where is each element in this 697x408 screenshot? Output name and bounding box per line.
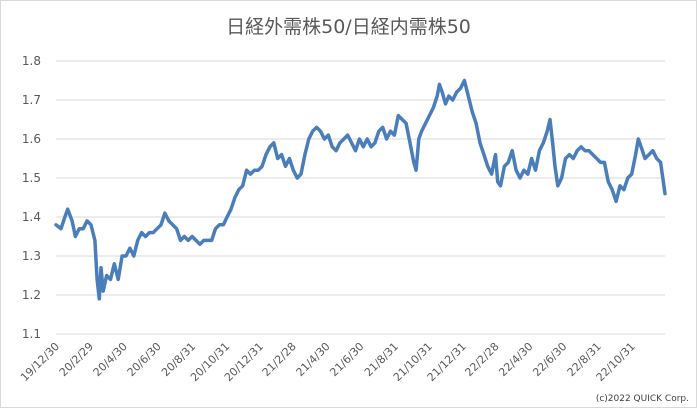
series-line	[54, 78, 667, 301]
y-tick-label: 1.6	[22, 132, 41, 146]
gridlines	[56, 60, 665, 335]
y-tick-label: 1.4	[22, 210, 41, 224]
x-tick-label: 21/4/30	[294, 340, 333, 379]
x-tick-label: 19/12/30	[18, 340, 62, 384]
y-tick-label: 1.1	[22, 327, 41, 341]
copyright-credit: (c)2022 QUICK Corp.	[595, 394, 689, 404]
y-tick-label: 1.7	[22, 93, 41, 107]
x-axis-tick-labels: 19/12/3020/2/2920/4/3020/6/3020/8/3120/1…	[18, 340, 638, 384]
series-group	[54, 78, 667, 301]
x-tick-label: 20/2/29	[57, 340, 96, 379]
y-axis-tick-labels: 1.8 1.7 1.6 1.5 1.4 1.3 1.2 1.1	[22, 54, 41, 341]
x-tick-label: 21/2/28	[260, 340, 299, 379]
x-tick-label: 21/6/30	[327, 340, 366, 379]
y-tick-label: 1.8	[22, 54, 41, 68]
x-tick-label: 20/6/30	[125, 340, 164, 379]
x-tick-label: 22/4/30	[496, 340, 535, 379]
x-tick-label: 20/4/30	[91, 340, 130, 379]
x-tick-label: 22/2/28	[462, 340, 501, 379]
x-tick-label: 22/6/30	[530, 340, 569, 379]
chart-title: 日経外需株50/日経内需株50	[226, 16, 471, 38]
y-tick-label: 1.5	[22, 171, 41, 185]
y-tick-label: 1.3	[22, 249, 41, 263]
y-tick-label: 1.2	[22, 288, 41, 302]
